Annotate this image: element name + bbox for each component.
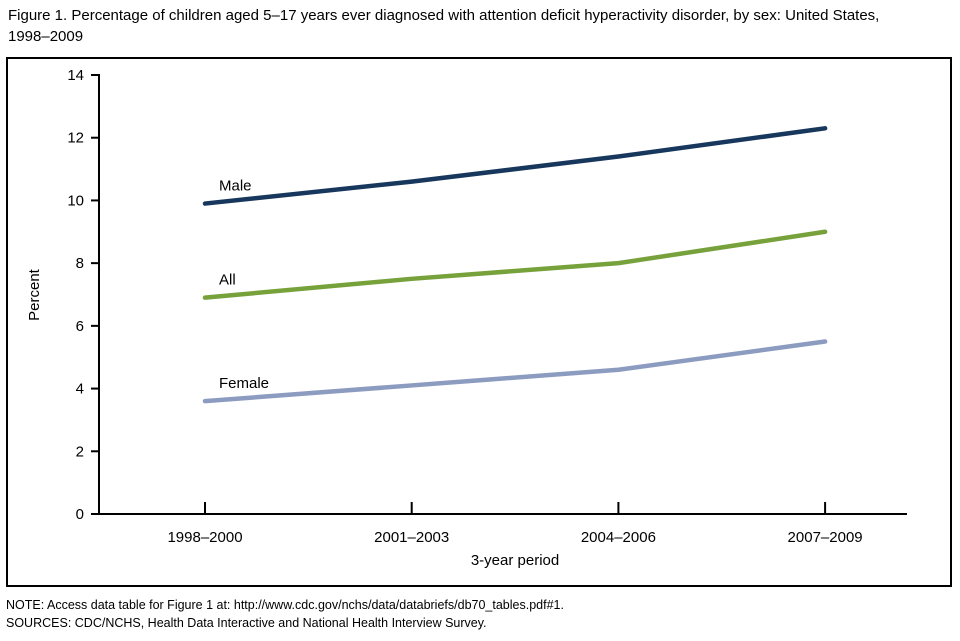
y-tick-label: 0 — [76, 506, 84, 523]
y-tick-label: 10 — [67, 192, 84, 209]
male-line — [202, 126, 828, 206]
y-tick-label: 14 — [67, 67, 84, 84]
x-tick-label: 2004–2006 — [581, 529, 656, 546]
figure-title: Figure 1. Percentage of children aged 5–… — [8, 7, 880, 45]
female-line — [202, 339, 828, 404]
y-tick-label: 2 — [76, 443, 84, 460]
female-series-label: Female — [219, 375, 269, 392]
chart-container: 0 2 4 6 8 10 12 14 1998–2000 2001–2003 2004–2006 20… — [6, 57, 952, 587]
figure-notes: NOTE: Access data table for Figure 1 at:… — [6, 596, 952, 632]
x-tick-label: 1998–2000 — [167, 529, 242, 546]
sources-line: SOURCES: CDC/NCHS, Health Data Interacti… — [6, 616, 487, 631]
y-tick-label: 12 — [67, 130, 84, 147]
note-line: NOTE: Access data table for Figure 1 at:… — [6, 598, 564, 612]
x-axis-title: 3-year period — [471, 552, 559, 569]
line-chart: 0 2 4 6 8 10 12 14 1998–2000 2001–2003 2004–2006 20… — [26, 67, 907, 569]
y-axis-title: Percent — [26, 268, 43, 321]
male-series-label: Male — [219, 178, 252, 195]
y-tick-label: 8 — [76, 255, 84, 272]
all-line — [202, 229, 828, 300]
x-tick-label: 2001–2003 — [374, 529, 449, 546]
y-tick-label: 4 — [76, 381, 84, 398]
all-series-label: All — [219, 272, 236, 289]
y-tick-label: 6 — [76, 318, 84, 335]
x-tick-label: 2007–2009 — [788, 529, 863, 546]
